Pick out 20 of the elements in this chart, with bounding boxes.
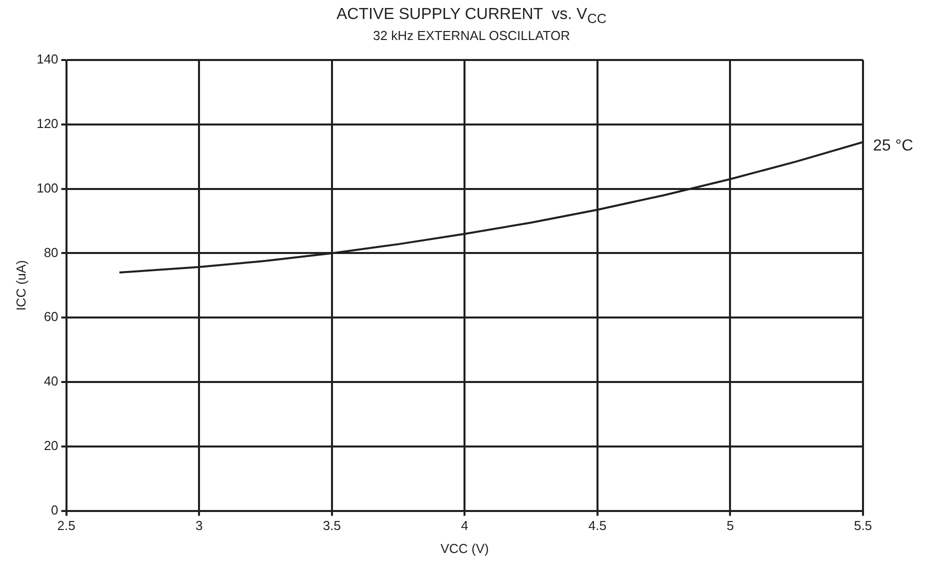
x-tick-label: 3.5 xyxy=(322,518,341,534)
y-tick-label: 0 xyxy=(51,502,58,518)
y-tick-label: 40 xyxy=(44,374,58,389)
x-tick-label: 5.5 xyxy=(854,518,872,534)
y-tick-label: 140 xyxy=(36,52,58,67)
x-tick-label: 4.5 xyxy=(588,518,606,534)
x-tick-label: 3 xyxy=(195,518,203,534)
chart-subtitle: 32 kHz EXTERNAL OSCILLATOR xyxy=(372,28,571,44)
x-axis-title: VCC (V) xyxy=(440,540,489,556)
x-tick-label: 5 xyxy=(726,518,734,534)
y-tick-label: 120 xyxy=(36,116,58,131)
chart-title: ACTIVE SUPPLY CURRENT vs. V$_{CC}$ xyxy=(336,6,608,26)
y-tick-label: 20 xyxy=(44,438,58,453)
y-tick-label: 80 xyxy=(44,244,58,260)
y-axis-title: ICC (uA) xyxy=(13,260,28,311)
y-tick-label: 60 xyxy=(44,309,58,324)
y-tick-label: 100 xyxy=(36,180,58,196)
x-tick-label: 4 xyxy=(461,518,468,534)
series-label: 25 °C xyxy=(873,138,914,155)
x-tick-label: 2.5 xyxy=(57,518,76,534)
